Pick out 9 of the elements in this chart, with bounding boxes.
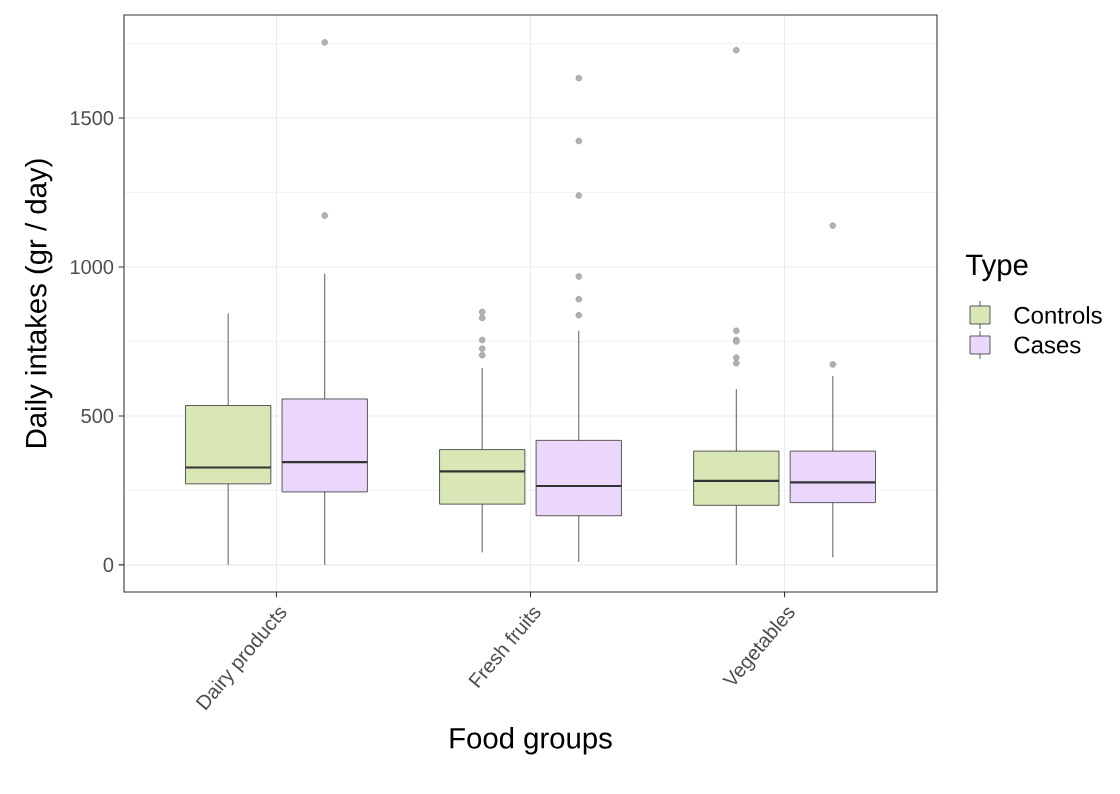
y-tick-label: 1500 — [70, 110, 114, 126]
legend-title: Type — [965, 254, 1028, 282]
legend-label: Controls — [1014, 306, 1102, 324]
y-tick-label: 500 — [81, 408, 114, 424]
legend-label: Cases — [1014, 336, 1081, 354]
y-tick-label: 1000 — [70, 259, 114, 275]
y-axis-title: Daily intakes (gr / day) — [24, 159, 53, 447]
x-axis-title: Food groups — [450, 727, 612, 755]
y-tick-label: 0 — [103, 557, 114, 572]
